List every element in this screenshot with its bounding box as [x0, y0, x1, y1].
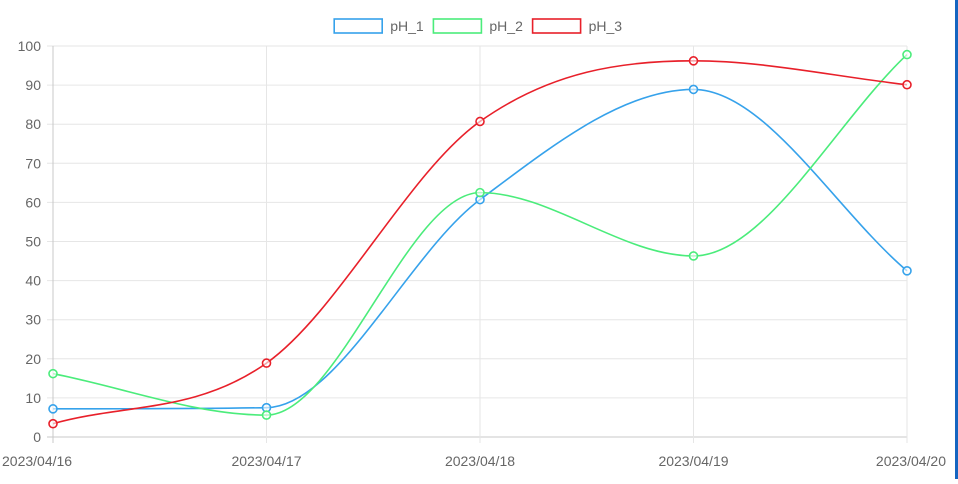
series-line-ph-3: [52, 60, 908, 425]
x-tick-label: 2023/04/18: [445, 453, 515, 469]
y-tick-label: 0: [33, 429, 41, 445]
data-point-ph-1[interactable]: [48, 404, 58, 414]
x-tick-label: 2023/04/19: [658, 453, 728, 469]
data-point-ph-2[interactable]: [261, 410, 272, 420]
legend-swatch-ph-2[interactable]: [432, 18, 483, 34]
y-tick-label: 40: [25, 273, 41, 289]
y-tick-label: 30: [25, 312, 41, 328]
x-tick-label: 2023/04/20: [876, 453, 946, 469]
data-point-ph-3[interactable]: [902, 79, 912, 90]
series-points: [48, 49, 912, 429]
data-point-ph-3[interactable]: [261, 358, 272, 368]
data-point-ph-3[interactable]: [688, 56, 699, 66]
data-point-ph-3[interactable]: [48, 418, 58, 429]
y-tick-label: 70: [25, 155, 41, 171]
legend-label-ph-3[interactable]: pH_3: [589, 18, 623, 34]
data-point-ph-1[interactable]: [688, 84, 699, 95]
legend-label-ph-2[interactable]: pH_2: [489, 18, 523, 34]
x-tick-label: 2023/04/16: [2, 453, 72, 469]
y-tick-label: 90: [25, 77, 41, 93]
y-tick-label: 20: [25, 351, 41, 367]
y-tick-label: 50: [25, 234, 41, 250]
legend-item-ph-3[interactable]: pH_3: [531, 18, 623, 34]
legend-item-ph-2[interactable]: pH_2: [432, 18, 523, 34]
y-tick-label: 80: [25, 116, 41, 132]
data-point-ph-2[interactable]: [48, 368, 58, 379]
data-point-ph-3[interactable]: [475, 116, 485, 127]
legend-swatch-ph-3[interactable]: [531, 18, 582, 34]
legend-item-ph-1[interactable]: pH_1: [333, 18, 424, 34]
legend[interactable]: pH_1 pH_2 pH_3: [333, 18, 623, 34]
legend-swatch-ph-1[interactable]: [333, 18, 384, 34]
y-tick-label: 10: [25, 390, 41, 406]
data-point-ph-2[interactable]: [902, 49, 912, 60]
data-point-ph-2[interactable]: [688, 251, 699, 261]
grid: [47, 45, 908, 443]
data-point-ph-2[interactable]: [475, 187, 485, 198]
legend-label-ph-1[interactable]: pH_1: [390, 18, 424, 34]
axes: 0 10 20 30 40 50 60 70 80 90 100 2023/04/16 2023/04/…: [2, 38, 946, 469]
window-edge: [955, 0, 958, 479]
data-point-ph-1[interactable]: [902, 266, 912, 276]
y-tick-label: 100: [18, 38, 42, 54]
x-tick-label: 2023/04/17: [231, 453, 301, 469]
y-tick-label: 60: [25, 194, 41, 210]
